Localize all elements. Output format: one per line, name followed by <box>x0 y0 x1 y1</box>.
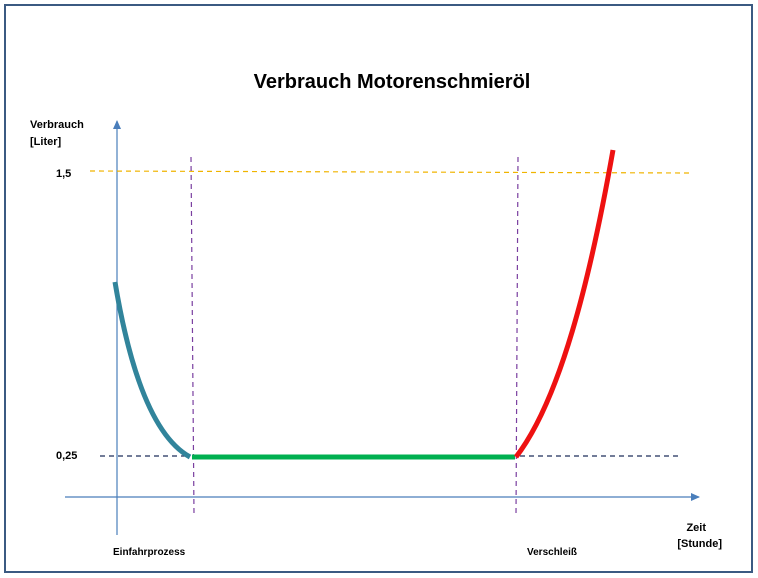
y-tick-label: 0,25 <box>56 450 77 462</box>
wear-curve <box>514 149 616 459</box>
limit-line <box>89 170 691 174</box>
phase-label: Verschleiß <box>527 547 577 558</box>
phase-label: Einfahrprozess <box>113 547 186 558</box>
title: Verbrauch Motorenschmieröl <box>254 71 531 93</box>
x-axis-label: Zeit <box>686 522 706 534</box>
y-axis-label: Verbrauch <box>30 119 84 131</box>
y-tick-label: 1,5 <box>56 168 71 180</box>
break-in-curve <box>112 281 192 460</box>
frame <box>4 4 753 573</box>
y-axis-label: [Liter] <box>30 136 62 148</box>
x-axis-label: [Stunde] <box>677 538 722 550</box>
